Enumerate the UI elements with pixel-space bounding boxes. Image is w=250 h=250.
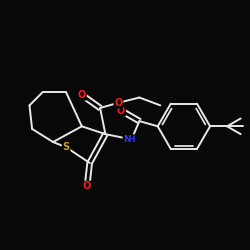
Text: H: H <box>128 135 135 144</box>
Text: O: O <box>117 106 125 116</box>
Text: O: O <box>83 182 91 192</box>
Text: O: O <box>114 98 122 108</box>
Text: S: S <box>62 142 70 152</box>
Text: O: O <box>78 90 86 100</box>
Text: N: N <box>123 135 131 144</box>
